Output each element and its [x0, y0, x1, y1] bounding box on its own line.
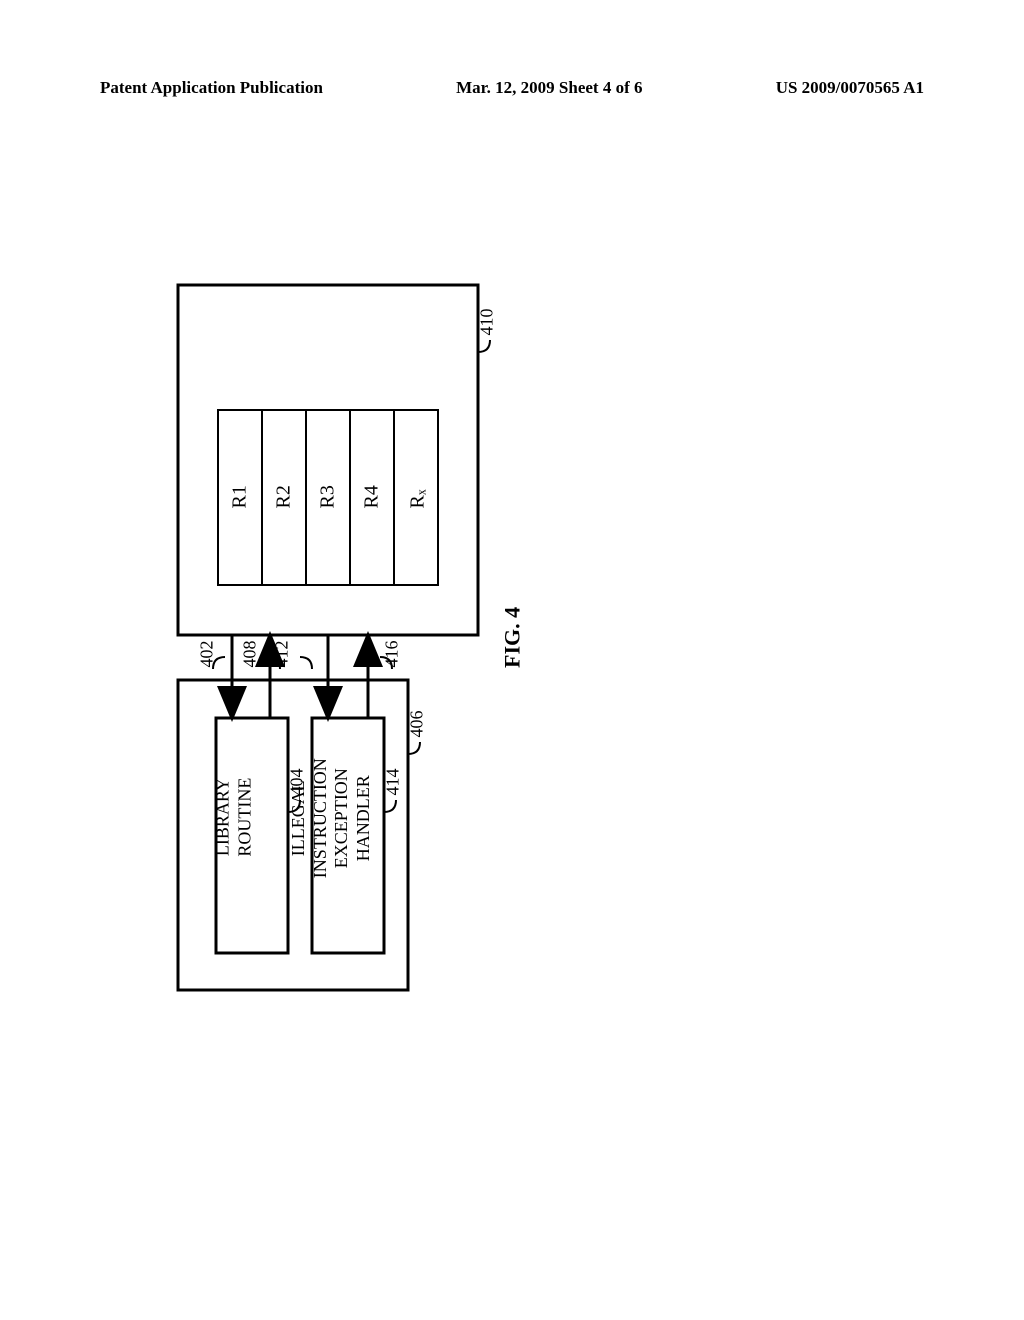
hook-406 [408, 742, 420, 754]
box-410 [178, 285, 478, 635]
hook-414 [384, 800, 396, 812]
figure-4: LIBRARY ROUTINE ILLEGAL INSTRUCTION EXCE… [0, 0, 1024, 1320]
hook-412 [300, 657, 312, 669]
hook-410 [478, 340, 490, 352]
